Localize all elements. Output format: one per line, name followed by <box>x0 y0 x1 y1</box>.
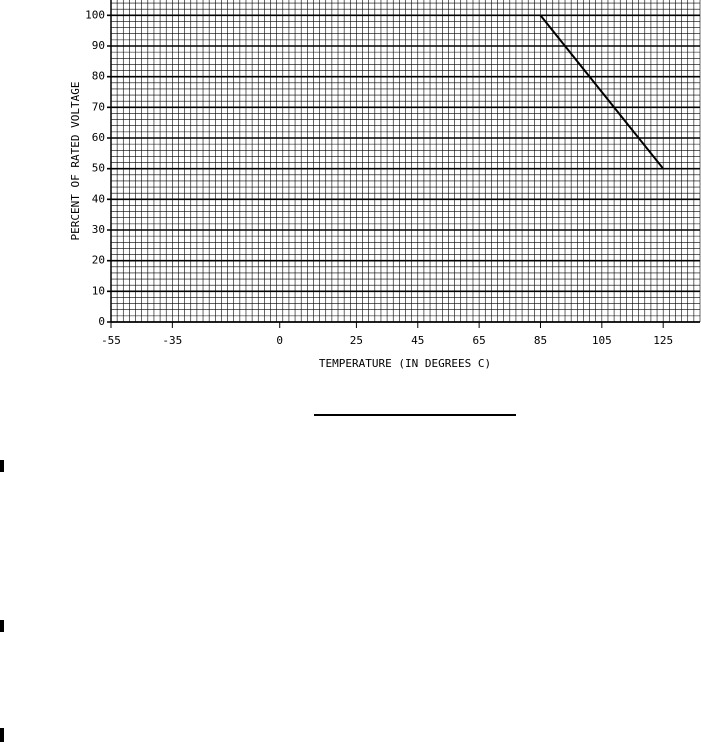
x-tick-label: 85 <box>534 334 547 347</box>
y-tick-label: 70 <box>92 100 105 113</box>
x-axis-label: TEMPERATURE (IN DEGREES C) <box>319 357 491 370</box>
x-tick-label: 65 <box>473 334 486 347</box>
data-line <box>539 14 664 170</box>
x-tick-label: -35 <box>162 334 182 347</box>
grid <box>110 0 701 323</box>
y-tick-label: 80 <box>92 70 105 83</box>
y-tick-label: 50 <box>92 162 105 175</box>
x-tick-label: 105 <box>592 334 612 347</box>
y-tick-label: 10 <box>92 284 105 297</box>
y-tick-label: 30 <box>92 223 105 236</box>
y-axis-label: PERCENT OF RATED VOLTAGE <box>69 82 82 241</box>
y-tick-label: 60 <box>92 131 105 144</box>
y-tick-label: 0 <box>98 315 105 328</box>
y-tick-label: 100 <box>85 8 105 21</box>
margin-bar <box>0 728 4 742</box>
y-tick-label: 90 <box>92 39 105 52</box>
y-tick-label: 40 <box>92 192 105 205</box>
y-tick-label: 20 <box>92 254 105 267</box>
x-tick-label: 125 <box>653 334 673 347</box>
x-tick-label: 45 <box>411 334 424 347</box>
x-tick-label: -55 <box>101 334 121 347</box>
x-tick-label: 25 <box>350 334 363 347</box>
x-tick-label: 0 <box>276 334 283 347</box>
margin-bar <box>0 460 4 472</box>
margin-bar <box>0 620 4 632</box>
